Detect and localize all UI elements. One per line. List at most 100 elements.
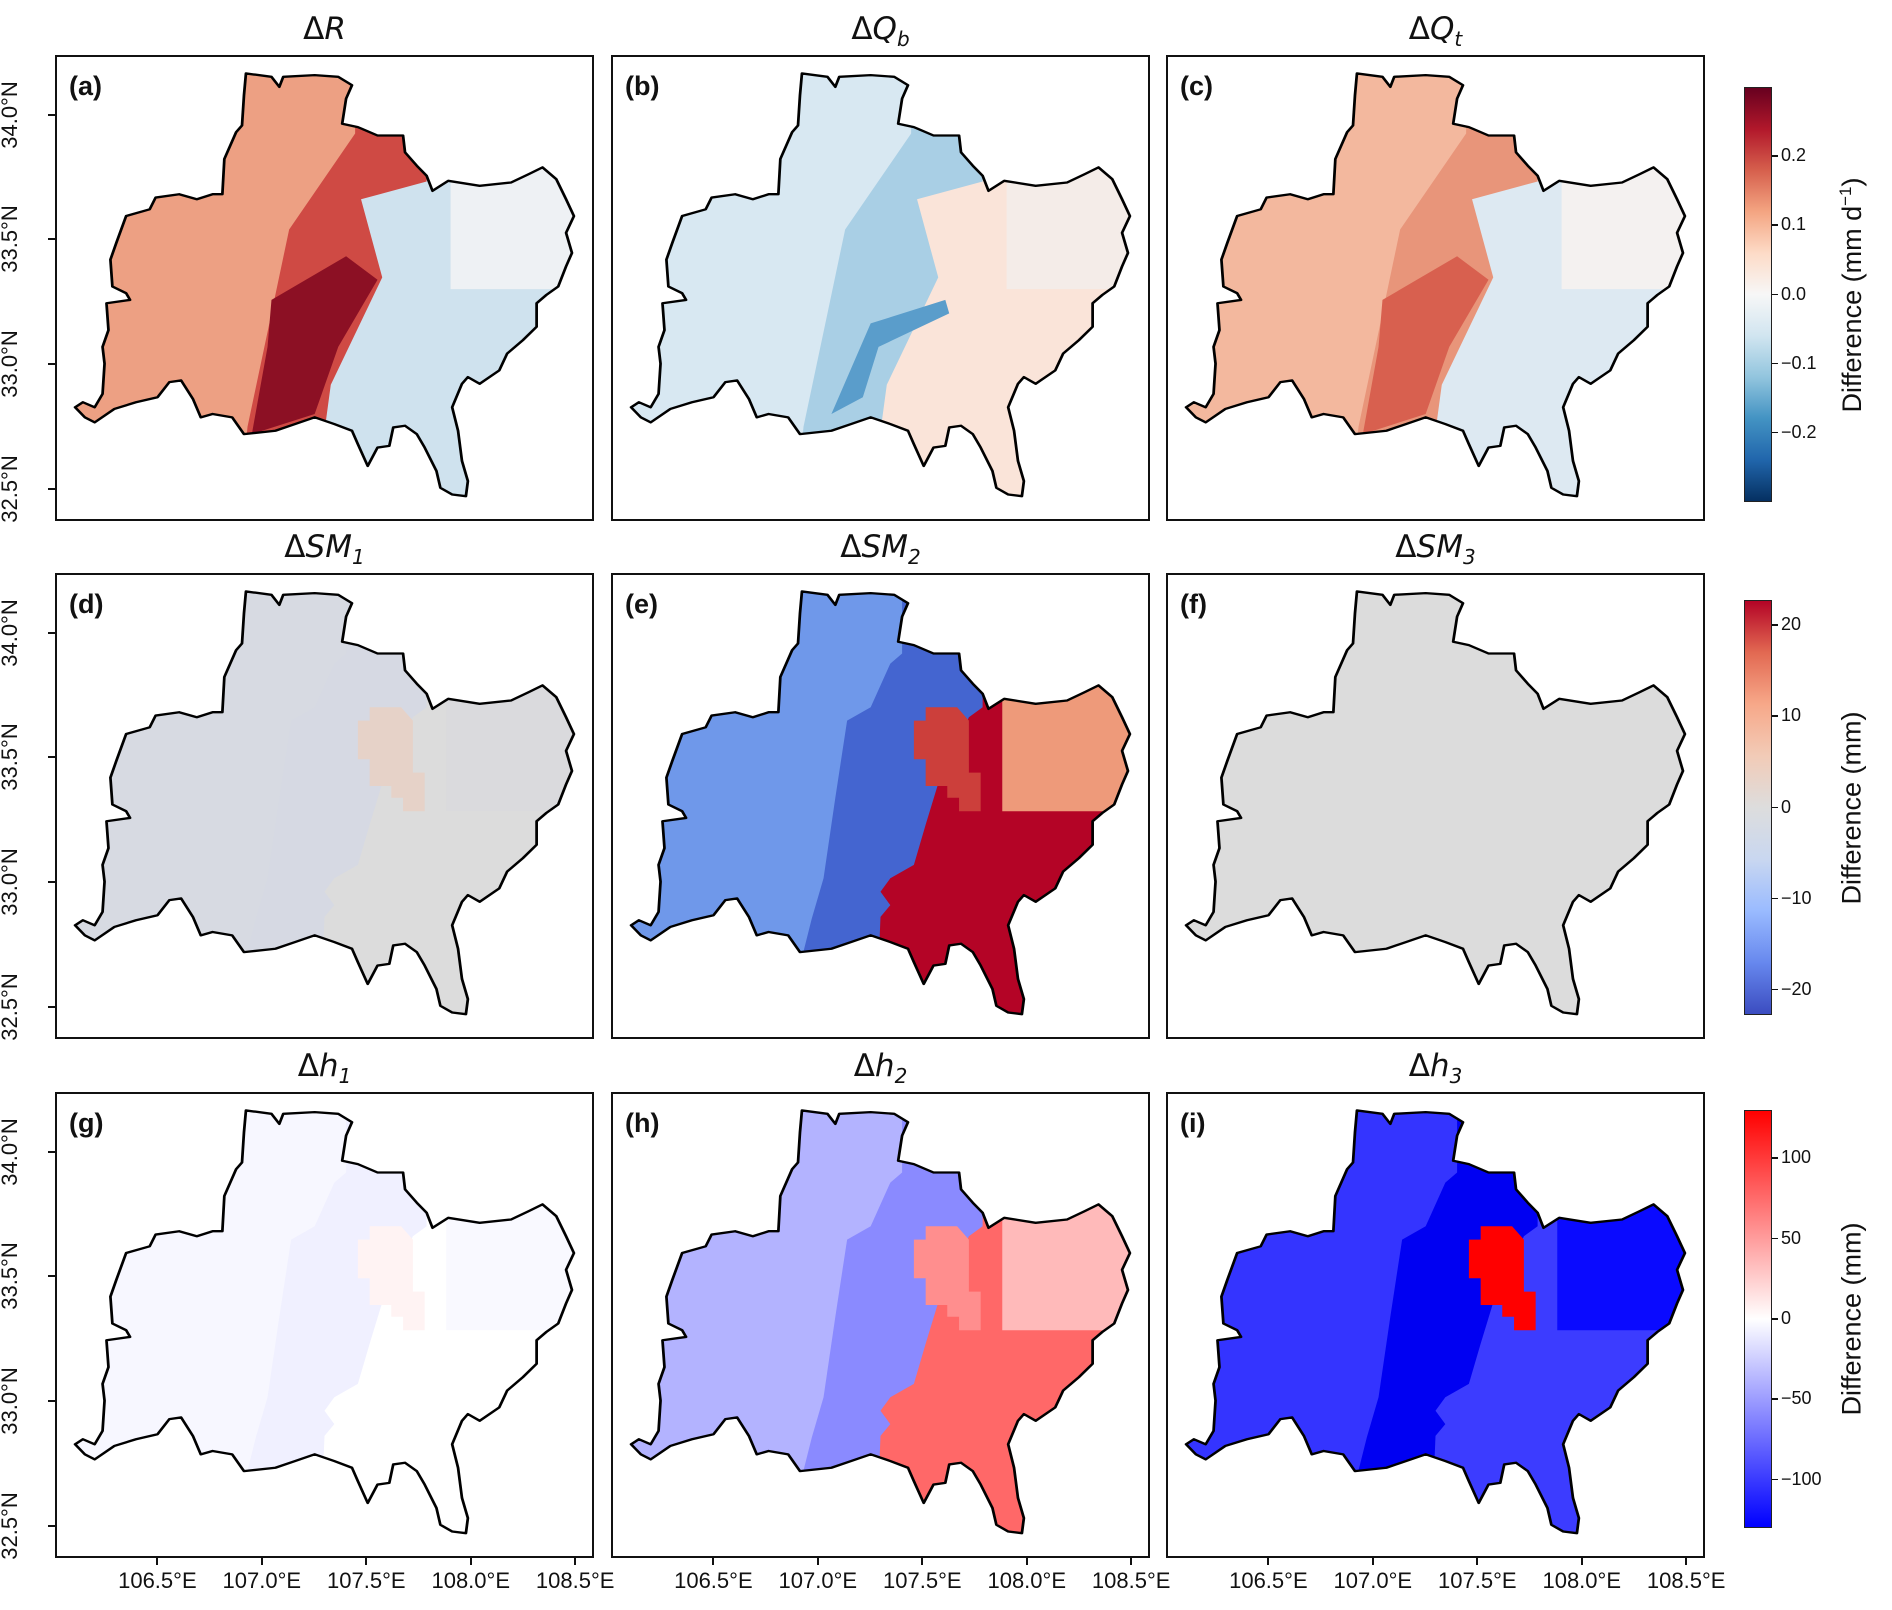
colorbar-tick-label: 0.2 <box>1781 145 1807 166</box>
basin-fill <box>75 591 574 1015</box>
lon-tick-label: 108.5°E <box>535 1568 615 1593</box>
colorbar-tick-label: −0.2 <box>1781 421 1817 442</box>
colorbar-tick-mark <box>1772 897 1778 899</box>
colorbar-tick-mark <box>1772 431 1778 434</box>
colorbar-tick-label: −0.1 <box>1781 352 1817 373</box>
lon-tick-label: 107.0°E <box>1333 1568 1413 1593</box>
lat-tick-label: 32.5°N <box>0 454 22 523</box>
basin-map <box>1184 72 1687 498</box>
region-patch <box>1468 1226 1536 1331</box>
lon-tick-label: 106.5°E <box>1229 1568 1308 1593</box>
basin-map <box>73 590 576 1016</box>
basin-fill <box>75 73 574 497</box>
map-panel-e: (e) <box>611 573 1150 1039</box>
colorbar-tick-label: 0.0 <box>1781 283 1807 304</box>
colorbar-label-text: Difference (mm) <box>1836 1222 1867 1416</box>
lon-tick-mark <box>260 1558 263 1565</box>
basin-outline <box>629 72 1132 498</box>
basin-map <box>73 72 576 498</box>
lon-tick-mark <box>1267 1558 1270 1565</box>
region-patch <box>357 1226 425 1331</box>
title-subscript: 2 <box>907 545 921 570</box>
basin-outline <box>629 590 1132 1016</box>
title-variable: Q <box>872 11 897 47</box>
lon-tick-label: 108.0°E <box>1542 1568 1621 1593</box>
panel-label: (a) <box>69 71 102 101</box>
panel-title: ΔSM1 <box>284 529 364 569</box>
lat-tick-label: 34.0°N <box>0 1118 22 1186</box>
basin-fill <box>631 591 1130 1015</box>
lat-tick-mark <box>48 1275 55 1278</box>
title-variable: SM <box>1416 529 1463 565</box>
basin-map <box>73 1109 576 1535</box>
lat-tick-mark <box>48 1150 55 1153</box>
colorbar-label: Difference (mm d−1) <box>1836 177 1868 412</box>
region-core <box>251 256 378 435</box>
title-subscript: 2 <box>894 1064 908 1089</box>
lat-tick-label: 32.5°N <box>0 1491 22 1560</box>
lat-tick-mark <box>48 1400 55 1402</box>
panel-title: Δh3 <box>1409 1048 1463 1088</box>
colorbar-tick-mark <box>1772 224 1778 226</box>
map-panel-d: (d) <box>55 573 594 1039</box>
title-subscript: t <box>1454 27 1463 52</box>
lon-tick-mark <box>1371 1558 1374 1565</box>
panel-title: Δh2 <box>854 1048 908 1088</box>
colorbar-label: Difference (mm) <box>1837 711 1868 904</box>
lon-tick-mark <box>1025 1558 1028 1565</box>
lon-tick-label: 108.0°E <box>431 1568 510 1593</box>
colorbar-tick-label: −100 <box>1781 1468 1822 1489</box>
colorbar-tick-mark <box>1772 362 1778 365</box>
map-panel-i: (i) <box>1166 1092 1705 1558</box>
title-subscript: b <box>896 27 910 52</box>
lat-tick-mark <box>48 881 55 883</box>
basin-map <box>629 590 1132 1016</box>
lon-tick-label: 106.5°E <box>674 1568 753 1593</box>
colorbar-tick-mark <box>1772 715 1778 717</box>
title-variable: SM <box>861 529 908 565</box>
colorbar-label-end: ) <box>1837 177 1867 187</box>
map-panel-g: (g) <box>55 1092 594 1558</box>
title-variable: Q <box>1429 11 1455 47</box>
colorbar-tick-label: −20 <box>1781 978 1812 999</box>
lon-tick-mark <box>1580 1558 1583 1565</box>
title-prefix: Δ <box>1408 1048 1430 1084</box>
lon-tick-label: 108.5°E <box>1646 1568 1726 1593</box>
lon-tick-mark <box>156 1558 159 1565</box>
colorbar-label-text: Difference (mm d <box>1837 205 1867 412</box>
colorbar-tick-mark <box>1772 293 1778 295</box>
map-panel-b: (b) <box>611 55 1150 521</box>
lon-tick-label: 107.0°E <box>778 1568 858 1593</box>
map-panel-a: (a) <box>55 55 594 521</box>
lon-tick-mark <box>1685 1558 1688 1565</box>
panel-label: (d) <box>69 589 104 619</box>
map-panel-f: (f) <box>1166 573 1705 1039</box>
colorbar-coolwarm <box>1744 600 1772 1015</box>
lon-tick-mark <box>469 1558 472 1565</box>
lat-tick-label: 33.0°N <box>0 330 22 398</box>
basin-fill <box>631 1110 1130 1534</box>
basin-fill <box>1186 73 1685 497</box>
title-subscript: 3 <box>1449 1064 1463 1089</box>
panel-title: ΔQb <box>851 11 909 51</box>
panel-title: ΔR <box>303 11 346 47</box>
title-subscript: 1 <box>338 1064 352 1089</box>
lat-tick-label: 33.5°N <box>0 723 22 792</box>
colorbar-tick-label: −10 <box>1781 887 1812 908</box>
basin-outline <box>1184 1109 1687 1535</box>
title-prefix: Δ <box>851 11 873 47</box>
colorbar-tick-mark <box>1772 988 1778 991</box>
lat-tick-mark <box>48 363 55 365</box>
basin-outline <box>73 1109 576 1535</box>
colorbar-tick-label: 0.1 <box>1781 214 1807 235</box>
lat-tick-mark <box>48 238 55 241</box>
panel-label: (i) <box>1180 1108 1206 1138</box>
lon-tick-mark <box>1476 1558 1479 1565</box>
lat-tick-label: 33.5°N <box>0 1242 22 1311</box>
title-prefix: Δ <box>1408 11 1430 47</box>
lon-tick-mark <box>712 1558 715 1565</box>
colorbar-bwr <box>1744 1110 1772 1528</box>
basin-map <box>629 1109 1132 1535</box>
colorbar-label-text: Difference (mm) <box>1836 710 1867 905</box>
title-variable: SM <box>305 529 352 565</box>
